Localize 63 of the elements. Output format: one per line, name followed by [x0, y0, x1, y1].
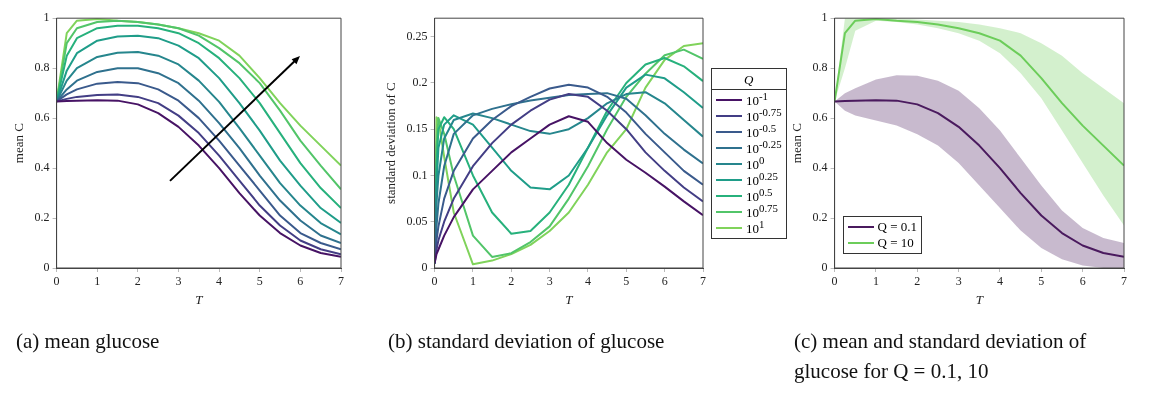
text: (a) mean glucose	[16, 328, 161, 355]
x-tick-label: 5	[623, 274, 630, 289]
y-tick-label: 0	[821, 260, 828, 275]
x-tick-label: 7	[338, 274, 344, 289]
text: (c) mean and standard deviation of glucose for Q = 0.1, 10	[794, 328, 1088, 385]
x-tick-label: 4	[996, 274, 1003, 289]
y-tick-label: 0.05	[406, 213, 428, 228]
legend-label: 10$^{0.25}$	[746, 170, 778, 189]
y-tick-label: 0.4	[812, 160, 828, 175]
y-axis-title: standard deviation of C	[383, 82, 399, 204]
legend-label: 10$^{0.5}$	[746, 186, 773, 205]
y-axis-title: mean C	[11, 123, 27, 164]
x-axis-title: T	[195, 291, 204, 307]
x-tick-label: 5	[256, 274, 263, 289]
y-tick-label: 0.15	[406, 121, 428, 136]
y-tick-label: 0.2	[812, 210, 828, 225]
legend-label: 10$^{-0.5}$	[746, 122, 777, 141]
x-tick-label: 0	[831, 274, 838, 289]
x-tick-label: 3	[955, 274, 962, 289]
x-axis-title: T	[565, 291, 574, 307]
x-tick-label: 6	[297, 274, 304, 289]
legend-label: 10$^{-1}$	[746, 90, 769, 109]
y-tick-label: 0.25	[406, 28, 428, 43]
x-tick-label: 3	[175, 274, 182, 289]
legend-label: 10$^{-0.25}$	[746, 138, 782, 157]
x-tick-label: 5	[1038, 274, 1045, 289]
x-tick-label: 1	[94, 274, 101, 289]
x-tick-label: 4	[216, 274, 223, 289]
text: (b) standard deviation of glucose	[388, 328, 666, 355]
x-tick-label: 7	[700, 274, 706, 289]
x-tick-label: 4	[584, 274, 591, 289]
x-tick-label: 3	[546, 274, 553, 289]
y-tick-label: 0	[421, 260, 428, 275]
y-tick-label: 0.6	[812, 110, 828, 125]
y-tick-label: 0.6	[34, 110, 50, 125]
x-tick-label: 2	[914, 274, 921, 289]
legend-label: Q = 10	[877, 235, 914, 251]
legend-label: 10$^{1}$	[746, 218, 765, 237]
x-tick-label: 2	[134, 274, 141, 289]
legend-label: 10$^{0}$	[746, 154, 765, 173]
x-tick-label: 2	[508, 274, 515, 289]
y-tick-label: 0.8	[812, 60, 828, 75]
x-tick-label: 6	[661, 274, 668, 289]
y-tick-label: 0.1	[412, 167, 428, 182]
x-tick-label: 0	[53, 274, 60, 289]
y-tick-label: 0.2	[412, 75, 428, 90]
legend-label: 10$^{-0.75}$	[746, 106, 782, 125]
y-tick-label: 1	[43, 10, 50, 25]
y-tick-label: 0	[43, 260, 50, 275]
x-tick-label: 0	[431, 274, 438, 289]
legend-title: Q	[712, 71, 786, 91]
y-axis-title: mean C	[789, 123, 805, 164]
legend-label: 10$^{0.75}$	[746, 202, 778, 221]
x-tick-label: 1	[872, 274, 879, 289]
y-tick-label: 0.2	[34, 210, 50, 225]
x-tick-label: 6	[1079, 274, 1086, 289]
y-tick-label: 1	[821, 10, 828, 25]
legend-label: Q = 0.1	[877, 219, 918, 235]
x-axis-title: T	[975, 291, 984, 307]
x-tick-label: 7	[1121, 274, 1127, 289]
y-tick-label: 0.8	[34, 60, 50, 75]
x-tick-label: 1	[469, 274, 476, 289]
y-tick-label: 0.4	[34, 160, 50, 175]
